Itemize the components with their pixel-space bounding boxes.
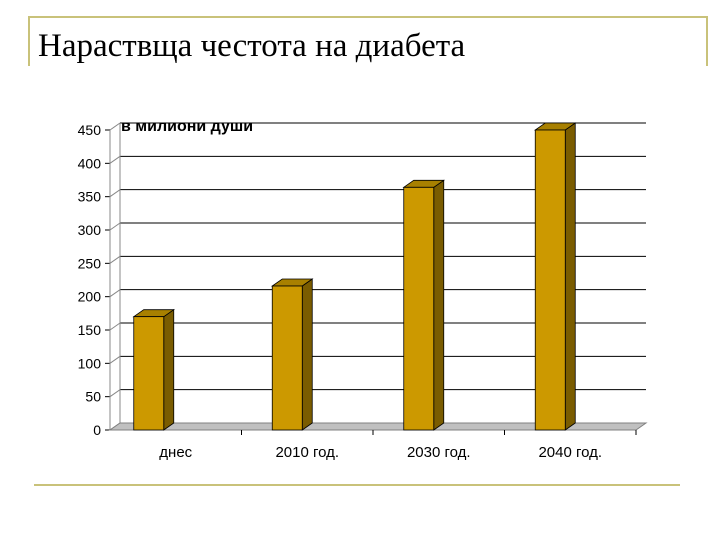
bar xyxy=(270,278,314,431)
chart-floor xyxy=(108,422,648,431)
y-tick-label: 50 xyxy=(85,389,101,405)
bars xyxy=(132,122,577,431)
frame-left-line xyxy=(28,16,30,66)
y-grid-connector xyxy=(109,355,121,364)
y-tick-label: 350 xyxy=(78,189,102,205)
bar-front-face xyxy=(403,186,435,431)
bar-side-face xyxy=(301,278,313,431)
bar-side-face xyxy=(433,179,445,431)
bar xyxy=(533,122,577,431)
y-grid-connector xyxy=(109,289,121,298)
frame-right-line xyxy=(706,16,708,66)
y-tick-label: 300 xyxy=(78,222,102,238)
y-tick-label: 0 xyxy=(93,422,101,438)
y-grid-connector xyxy=(109,122,121,131)
x-tick-label: 2040 год. xyxy=(538,444,602,461)
y-tick-label: 400 xyxy=(78,155,102,171)
bar xyxy=(402,179,446,431)
y-grid-connector xyxy=(109,155,121,164)
y-grid-connector xyxy=(109,222,121,231)
y-grid-connector xyxy=(109,389,121,398)
y-grid-connector xyxy=(109,255,121,264)
bar-front-face xyxy=(133,316,165,431)
y-tick-label: 150 xyxy=(78,322,102,338)
tick-labels: 0 50 100 150 200 250 300 350 400 450 днес 2010 год.… xyxy=(78,122,602,461)
bar-front-face xyxy=(534,129,566,431)
y-tick-label: 450 xyxy=(78,122,102,138)
x-tick-label: днес xyxy=(159,444,192,461)
plot-back-wall xyxy=(120,123,646,423)
y-grid-connector xyxy=(109,322,121,331)
y-tick-label: 200 xyxy=(78,289,102,305)
bar xyxy=(132,308,176,431)
frame-top-line xyxy=(28,16,708,18)
bar-front-face xyxy=(271,285,303,431)
axes xyxy=(105,123,648,435)
y-tick-label: 100 xyxy=(78,355,102,371)
y-grid-connector xyxy=(109,189,121,198)
x-tick-label: 2010 год. xyxy=(275,444,339,461)
slide-title: Нараствща честота на диабета xyxy=(38,28,466,64)
bar-side-face xyxy=(564,122,576,431)
bar-side-face xyxy=(163,308,175,431)
unit-annotation: в милиони души xyxy=(121,118,253,135)
y-tick-label: 250 xyxy=(78,255,102,271)
frame-bottom-line xyxy=(34,484,680,486)
x-tick-label: 2030 год. xyxy=(407,444,471,461)
